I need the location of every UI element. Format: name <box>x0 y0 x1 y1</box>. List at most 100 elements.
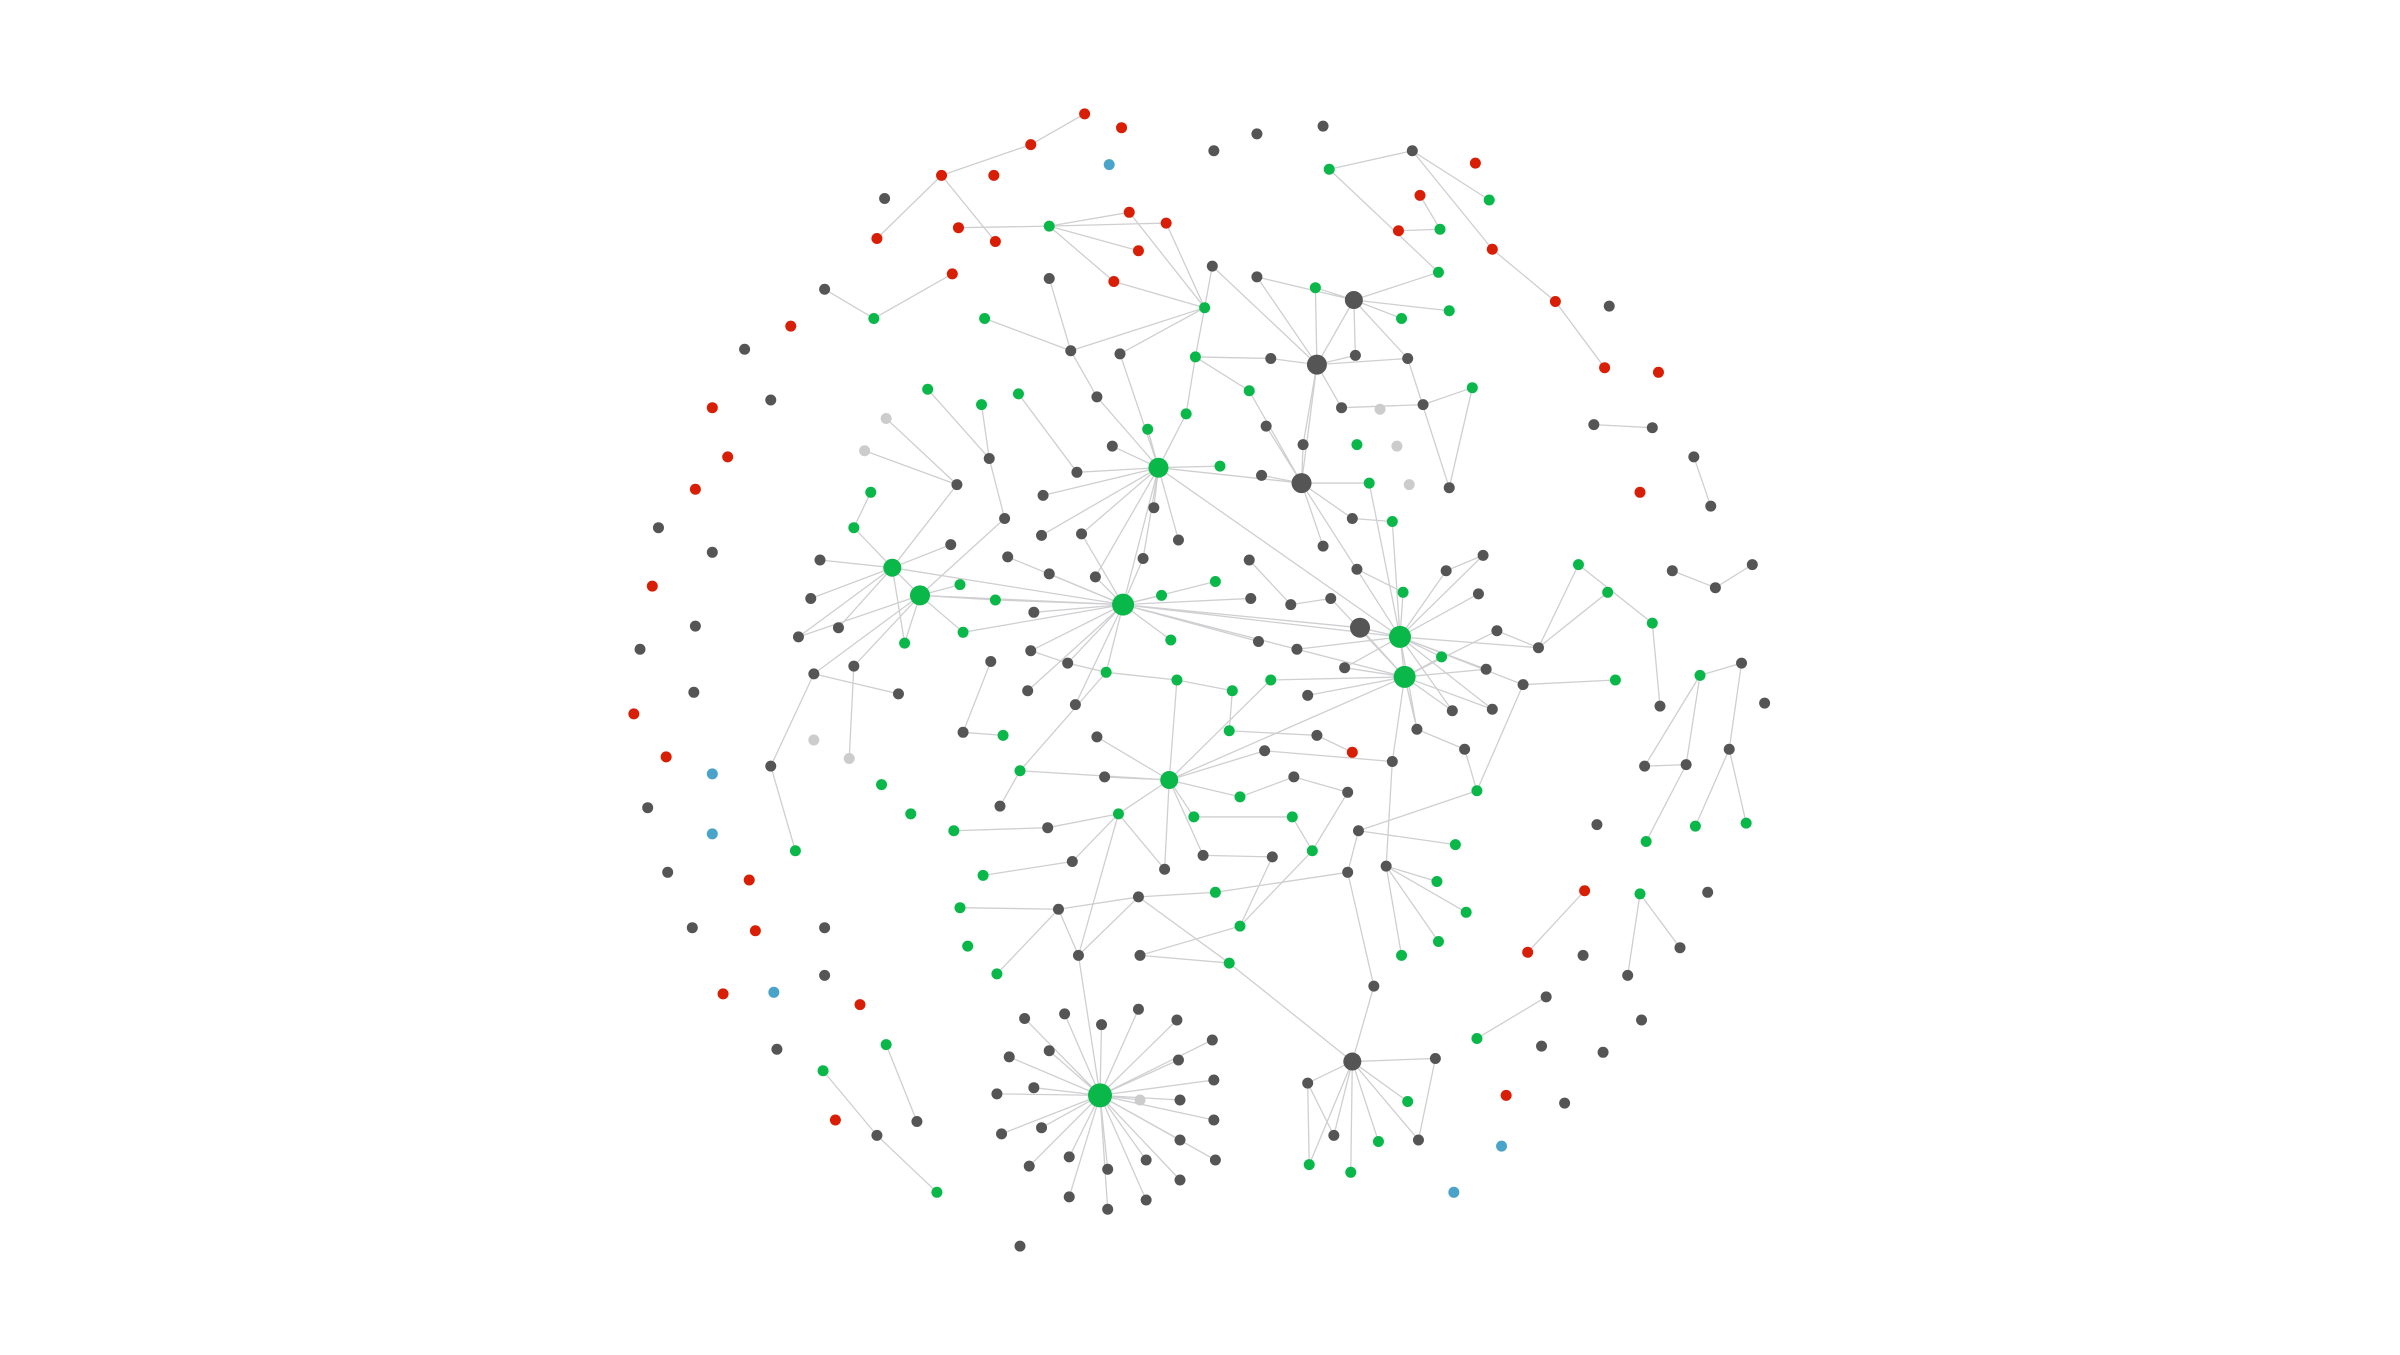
node <box>989 236 1001 248</box>
node <box>1372 1136 1384 1148</box>
edge <box>919 517 1006 596</box>
node <box>977 869 989 881</box>
node <box>859 445 871 457</box>
node <box>686 922 698 934</box>
edge <box>1163 779 1170 870</box>
edge <box>1067 604 1124 664</box>
edge <box>1077 813 1120 956</box>
node <box>819 283 831 295</box>
node <box>1208 1114 1220 1126</box>
edge <box>1185 356 1197 414</box>
edge <box>1139 954 1230 964</box>
node <box>1443 305 1455 317</box>
edge <box>1024 1018 1101 1096</box>
node <box>1259 745 1271 757</box>
node <box>1591 819 1603 831</box>
node <box>1336 402 1348 414</box>
node <box>1100 666 1112 678</box>
edge <box>1239 856 1273 927</box>
edge <box>1068 1095 1101 1198</box>
edge <box>1008 1056 1101 1096</box>
edge <box>1030 650 1068 664</box>
edge <box>892 544 952 569</box>
edge <box>1645 764 1687 842</box>
node <box>985 656 997 668</box>
edge <box>1307 1082 1335 1136</box>
node <box>1209 886 1221 898</box>
node <box>1063 1191 1075 1203</box>
node <box>1148 457 1169 478</box>
node <box>1323 163 1335 175</box>
node <box>1297 439 1309 451</box>
edge <box>1715 564 1753 589</box>
edge <box>1256 276 1354 301</box>
node <box>1389 625 1411 648</box>
node <box>1393 665 1416 688</box>
edge <box>1113 280 1205 309</box>
edge <box>1122 603 1259 643</box>
edge <box>1057 908 1080 956</box>
edge <box>1099 1095 1147 1161</box>
edge <box>1027 604 1124 692</box>
node <box>1123 206 1135 218</box>
edge <box>1398 228 1441 232</box>
node <box>1286 811 1298 823</box>
node <box>1352 825 1364 837</box>
edge <box>822 1070 878 1136</box>
node <box>1148 502 1160 514</box>
node <box>1174 1174 1186 1186</box>
node <box>1391 440 1403 452</box>
node <box>1411 723 1423 735</box>
edge <box>1699 662 1742 677</box>
node <box>1311 729 1323 741</box>
node <box>1003 1051 1015 1063</box>
node <box>749 925 761 937</box>
node <box>1577 949 1589 961</box>
node <box>1112 593 1135 616</box>
edge <box>1256 276 1318 365</box>
edge <box>1627 893 1641 976</box>
edge <box>1264 750 1393 763</box>
node <box>1059 1008 1071 1020</box>
edge <box>1042 467 1159 497</box>
node <box>951 479 963 491</box>
edge <box>1118 779 1170 815</box>
node <box>1199 302 1211 314</box>
edge <box>1096 396 1159 469</box>
node <box>1436 651 1448 663</box>
node <box>642 802 654 814</box>
node <box>876 779 888 791</box>
node <box>871 1129 883 1141</box>
node <box>1346 512 1358 524</box>
edge <box>1385 865 1438 883</box>
node <box>1209 576 1221 588</box>
edge <box>1157 413 1187 468</box>
node <box>1434 223 1446 235</box>
node <box>854 999 866 1011</box>
node <box>1491 625 1503 637</box>
node <box>1702 886 1714 898</box>
node <box>1243 554 1255 566</box>
node <box>1317 540 1329 552</box>
node <box>765 760 777 772</box>
edge <box>1476 684 1524 792</box>
edge <box>995 599 1124 606</box>
node <box>1140 1194 1152 1206</box>
node <box>1350 617 1370 638</box>
nodes-layer <box>628 108 1771 1252</box>
node <box>1134 949 1146 961</box>
node <box>771 1043 783 1055</box>
edge <box>813 594 921 675</box>
node <box>789 845 801 857</box>
node <box>1302 1077 1314 1089</box>
edge <box>996 1093 1101 1097</box>
node <box>1079 108 1091 120</box>
edge <box>1119 353 1160 468</box>
node <box>819 922 831 934</box>
edge <box>1407 358 1450 488</box>
edge <box>1356 568 1404 593</box>
node <box>1065 345 1077 357</box>
node <box>1132 245 1144 257</box>
edge <box>980 404 990 459</box>
